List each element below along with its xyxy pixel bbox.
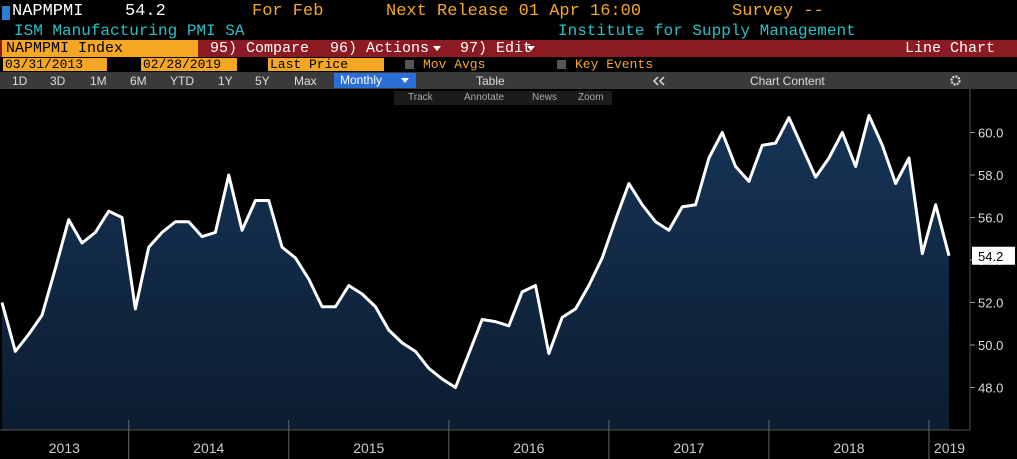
y-tick-label: 58.0 (978, 168, 1003, 183)
range-button[interactable]: 1Y (218, 74, 233, 88)
settings-icon[interactable] (950, 75, 961, 86)
range-button[interactable]: 1M (90, 74, 107, 88)
field-select[interactable]: Last Price (268, 58, 384, 71)
x-tick-label: 2016 (513, 440, 544, 456)
dropdown-icon (527, 46, 535, 51)
line (0, 114, 951, 389)
frequency-select[interactable]: Monthly (334, 73, 416, 88)
edit-button[interactable]: 97) Edit (460, 40, 533, 57)
x-tick-label: 2018 (833, 440, 864, 456)
key-events[interactable]: Key Events (575, 57, 654, 72)
x-tick-label: 2014 (193, 440, 224, 456)
x-tick-label: 2015 (353, 440, 384, 456)
chart: 48.050.052.054.056.058.060.054.220132014… (0, 89, 1015, 459)
settings-row: 03/31/2013 02/28/2019 Last Price Mov Avg… (0, 57, 1017, 72)
x-tick-label: 2019 (934, 440, 965, 456)
range-row: Monthly Table Chart Content 1D 3D 1M 6M YTD 1… (0, 72, 1017, 89)
dropdown-icon (401, 78, 409, 83)
y-tick-label: 56.0 (978, 211, 1003, 226)
last-value: 54.2 (125, 2, 166, 21)
range-button[interactable]: 1D (12, 74, 28, 88)
y-tick-label: 60.0 (978, 126, 1003, 141)
source: Institute for Supply Management (558, 22, 856, 40)
table-button[interactable]: Table (476, 74, 505, 88)
menu-row: NAPMPMI Index 95) Compare 96) Actions 97… (0, 40, 1017, 57)
dropdown-icon (433, 46, 441, 51)
y-tick-label: 50.0 (978, 338, 1003, 353)
ticker: NAPMPMI (12, 2, 84, 21)
chart-tools: Track Annotate News Zoom (394, 91, 612, 105)
mov-avgs[interactable]: Mov Avgs (423, 57, 486, 72)
range-button[interactable]: YTD (170, 74, 194, 88)
y-tick-label: 48.0 (978, 381, 1003, 396)
checkbox[interactable] (557, 60, 566, 69)
end-date[interactable]: 02/28/2019 (141, 58, 237, 71)
last-value-tag (972, 246, 1015, 265)
last-value-label: 54.2 (978, 249, 1003, 264)
collapse-icon[interactable] (652, 76, 666, 86)
checkbox[interactable] (405, 60, 414, 69)
range-button[interactable]: Max (294, 74, 317, 88)
security-name: ISM Manufacturing PMI SA (14, 22, 245, 40)
name-row: ISM Manufacturing PMI SA Institute for S… (0, 22, 1017, 40)
chart-type[interactable]: Line Chart (905, 40, 996, 57)
start-date[interactable]: 03/31/2013 (3, 58, 107, 71)
y-tick-label: 52.0 (978, 296, 1003, 311)
survey: Survey -- (732, 2, 824, 21)
tool-button[interactable]: News (532, 92, 558, 103)
tool-button[interactable]: Track (408, 92, 433, 103)
range-button[interactable]: 5Y (255, 74, 270, 88)
period: For Feb (252, 2, 324, 21)
actions-button[interactable]: 96) Actions (330, 40, 430, 57)
range-button[interactable]: 6M (130, 74, 147, 88)
chart-content-button[interactable]: Chart Content (750, 74, 825, 88)
tool-button[interactable]: Annotate (464, 92, 505, 103)
x-tick-label: 2013 (49, 440, 80, 456)
x-tick-label: 2017 (673, 440, 704, 456)
flag (2, 6, 10, 20)
header-row: NAPMPMI 54.2 For Feb Next Release 01 Apr… (0, 0, 1017, 22)
tool-button[interactable]: Zoom (578, 92, 604, 103)
next-release: Next Release 01 Apr 16:00 (386, 2, 642, 21)
security-box[interactable]: NAPMPMI Index (2, 40, 198, 57)
range-button[interactable]: 3D (50, 74, 66, 88)
compare-button[interactable]: 95) Compare (210, 40, 310, 57)
area (2, 115, 949, 430)
